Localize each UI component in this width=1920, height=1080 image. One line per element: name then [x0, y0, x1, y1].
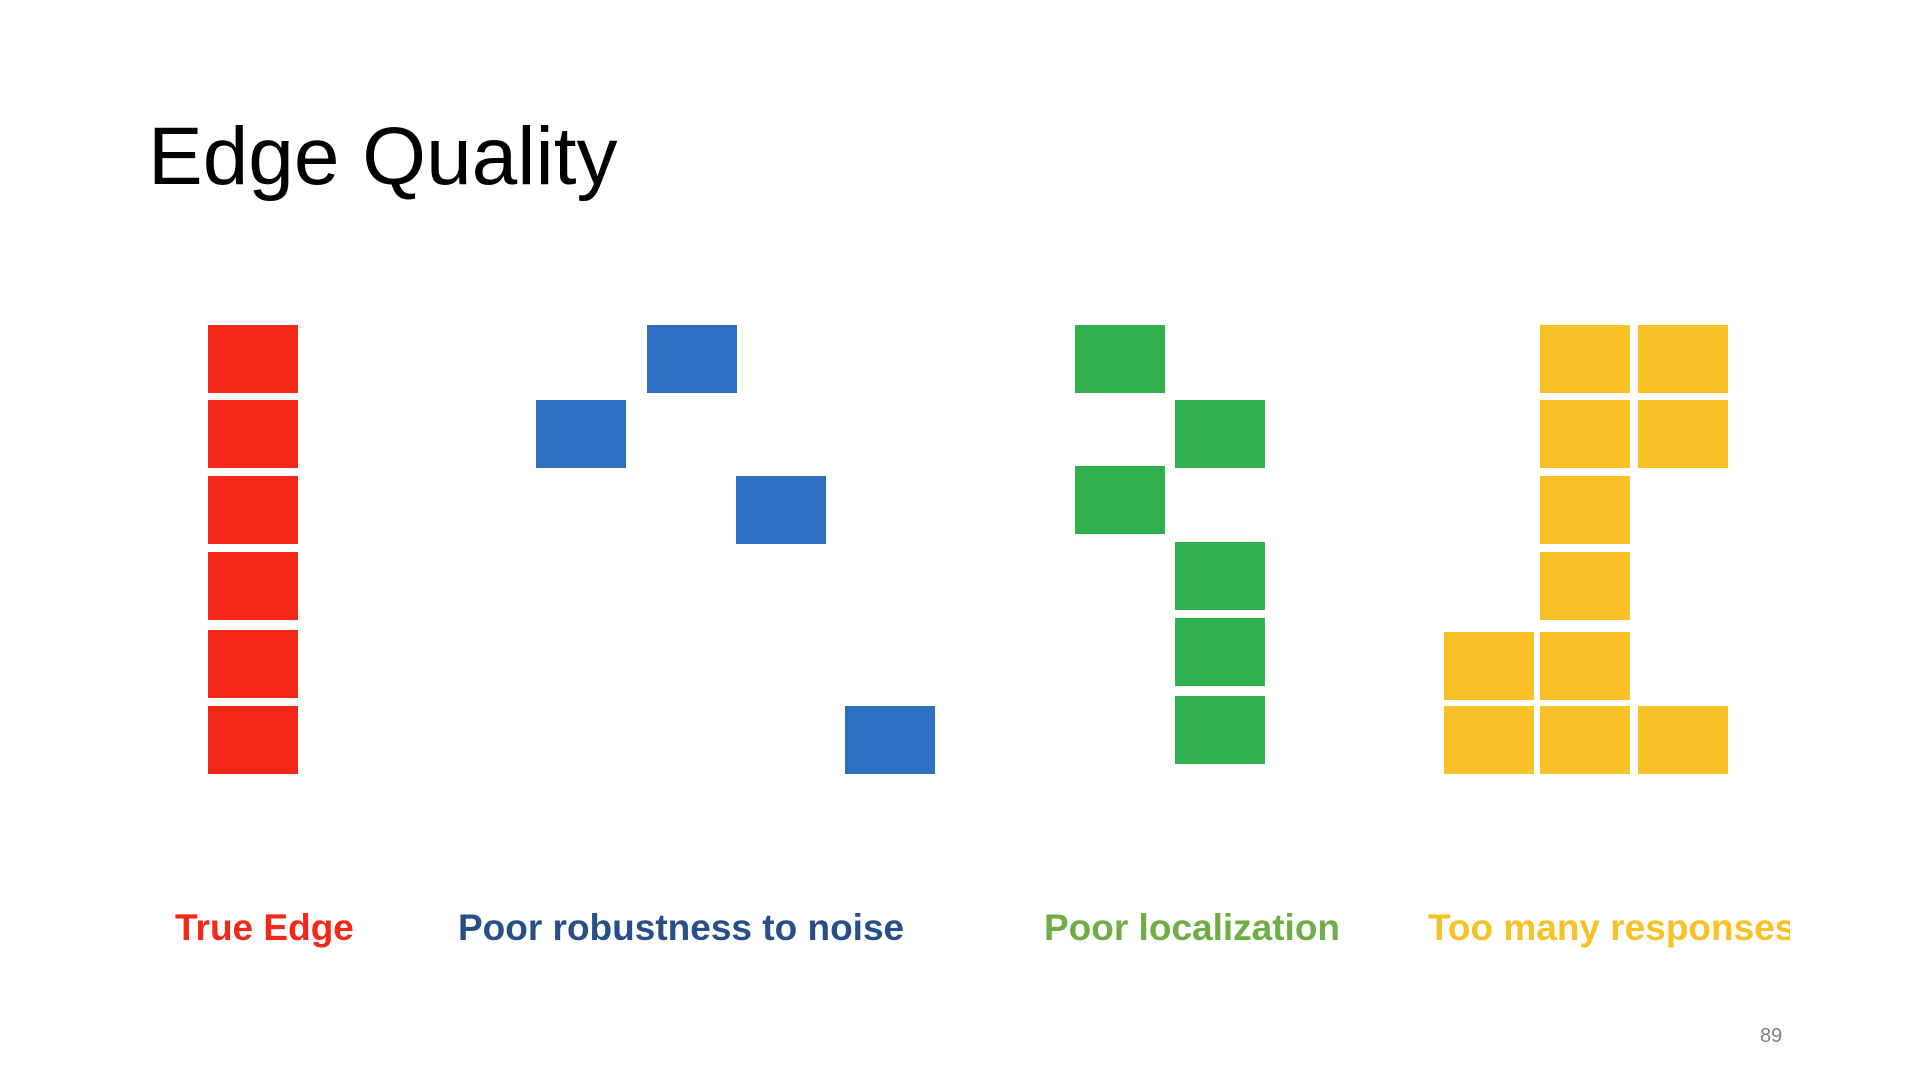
localization-block: [1175, 696, 1265, 764]
response-block: [1638, 325, 1728, 393]
page-number: 89: [1760, 1025, 1783, 1047]
localization-block: [1175, 400, 1265, 468]
true-edge-block: [208, 400, 298, 468]
response-block: [1540, 400, 1630, 468]
noise-block: [845, 706, 935, 774]
label-poor-robustness: Poor robustness to noise: [458, 907, 905, 948]
true-edge-block: [208, 552, 298, 620]
label-true-edge: True Edge: [175, 907, 354, 948]
true-edge-block: [208, 706, 298, 774]
response-block: [1444, 632, 1534, 700]
response-block: [1444, 706, 1534, 774]
true-edge-block: [208, 630, 298, 698]
localization-block: [1175, 618, 1265, 686]
slide-title: Edge Quality: [148, 111, 618, 202]
response-block: [1540, 325, 1630, 393]
label-too-many-responses: Too many responses: [1428, 907, 1790, 948]
response-block: [1638, 400, 1728, 468]
noise-block: [736, 476, 826, 544]
noise-block: [536, 400, 626, 468]
response-block: [1540, 476, 1630, 544]
response-block: [1540, 706, 1630, 774]
label-poor-localization: Poor localization: [1044, 907, 1341, 948]
localization-block: [1175, 542, 1265, 610]
noise-block: [647, 325, 737, 393]
response-block: [1540, 632, 1630, 700]
true-edge-block: [208, 476, 298, 544]
localization-block: [1075, 466, 1165, 534]
true-edge-block: [208, 325, 298, 393]
response-block: [1638, 706, 1728, 774]
localization-block: [1075, 325, 1165, 393]
response-block: [1540, 552, 1630, 620]
